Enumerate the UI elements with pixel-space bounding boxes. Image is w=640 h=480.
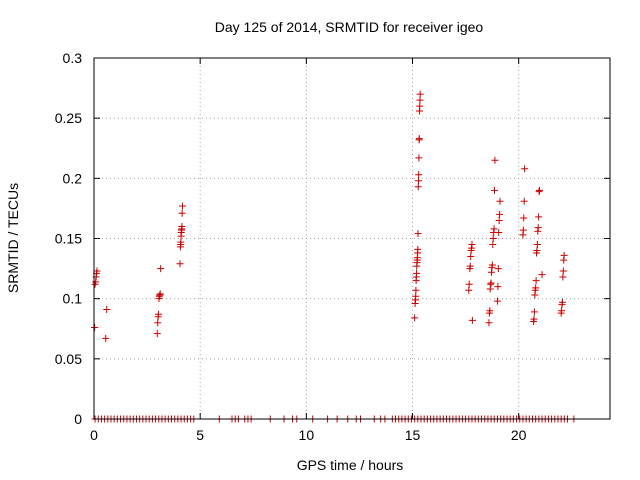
axis-ticks: 0 5 10 15 20 0 0.05 0.1 0.15 0.2 0.25 0.3 bbox=[55, 50, 610, 443]
data-point bbox=[490, 225, 498, 233]
data-point bbox=[414, 230, 422, 238]
data-point bbox=[411, 314, 419, 322]
data-point bbox=[530, 315, 538, 323]
data-point bbox=[558, 307, 566, 315]
data-point bbox=[559, 273, 567, 281]
data-point bbox=[533, 241, 541, 249]
y-tick-label: 0.2 bbox=[63, 170, 83, 186]
data-point bbox=[179, 202, 187, 210]
data-point bbox=[521, 165, 529, 173]
data-point bbox=[490, 186, 498, 194]
data-point bbox=[534, 224, 542, 232]
data-point bbox=[466, 262, 474, 270]
y-tick-label: 0.15 bbox=[55, 231, 82, 247]
data-point bbox=[535, 213, 543, 221]
y-tick-label: 0 bbox=[74, 411, 82, 427]
data-point bbox=[494, 265, 502, 273]
data-point bbox=[178, 209, 186, 217]
data-point bbox=[414, 183, 422, 191]
data-point bbox=[559, 267, 567, 275]
data-point bbox=[103, 305, 111, 313]
data-point bbox=[488, 261, 496, 269]
data-point bbox=[154, 319, 162, 327]
data-point bbox=[177, 238, 185, 246]
data-point bbox=[493, 297, 501, 305]
data-point bbox=[486, 307, 494, 315]
data-point bbox=[491, 156, 499, 164]
data-point bbox=[415, 154, 423, 162]
data-point bbox=[485, 319, 493, 327]
data-point bbox=[520, 214, 528, 222]
data-point bbox=[560, 251, 568, 259]
data-point bbox=[532, 277, 540, 285]
data-point bbox=[538, 271, 546, 279]
data-point bbox=[465, 286, 473, 294]
grid-lines bbox=[94, 58, 610, 419]
data-point bbox=[496, 210, 504, 218]
data-point bbox=[157, 265, 165, 273]
data-point bbox=[519, 226, 527, 234]
data-point bbox=[416, 96, 424, 104]
chart-title: Day 125 of 2014, SRMTID for receiver ige… bbox=[215, 19, 484, 35]
y-tick-label: 0.3 bbox=[63, 50, 83, 66]
data-point bbox=[468, 316, 476, 324]
data-point bbox=[465, 280, 473, 288]
plot-frame bbox=[93, 57, 611, 420]
data-point bbox=[468, 241, 476, 249]
data-point bbox=[495, 216, 503, 224]
data-point bbox=[496, 197, 504, 205]
data-point bbox=[414, 245, 422, 253]
data-point bbox=[155, 310, 163, 318]
data-point bbox=[467, 253, 475, 261]
y-tick-label: 0.25 bbox=[55, 110, 82, 126]
x-tick-label: 20 bbox=[511, 427, 527, 443]
x-axis-label: GPS time / hours bbox=[297, 457, 404, 473]
data-point bbox=[176, 260, 184, 268]
data-point bbox=[489, 235, 497, 242]
data-point bbox=[532, 284, 540, 292]
data-point bbox=[533, 247, 541, 255]
data-point bbox=[494, 283, 502, 291]
data-point bbox=[489, 241, 497, 249]
data-point bbox=[416, 102, 424, 110]
x-tick-label: 5 bbox=[196, 427, 204, 443]
data-point bbox=[530, 308, 538, 316]
data-point bbox=[102, 334, 110, 342]
data-point bbox=[91, 324, 99, 332]
data-point bbox=[156, 290, 164, 298]
data-point bbox=[153, 330, 161, 338]
y-tick-label: 0.1 bbox=[63, 291, 83, 307]
data-point bbox=[536, 186, 544, 194]
x-tick-label: 15 bbox=[405, 427, 421, 443]
data-point bbox=[520, 197, 528, 205]
data-point bbox=[93, 267, 101, 275]
data-point bbox=[558, 298, 566, 306]
y-axis-label: SRMTID / TECUs bbox=[5, 183, 21, 293]
data-point bbox=[412, 292, 420, 300]
data-point bbox=[416, 90, 424, 98]
data-point bbox=[415, 135, 423, 143]
data-point bbox=[412, 286, 420, 294]
x-tick-label: 10 bbox=[299, 427, 315, 443]
data-point bbox=[178, 222, 186, 230]
data-point bbox=[413, 269, 421, 277]
data-point bbox=[414, 177, 422, 185]
data-points bbox=[91, 90, 578, 423]
y-tick-label: 0.05 bbox=[55, 351, 82, 367]
data-point bbox=[487, 279, 495, 287]
data-point bbox=[415, 171, 423, 179]
data-point bbox=[495, 228, 503, 236]
x-tick-label: 0 bbox=[90, 427, 98, 443]
